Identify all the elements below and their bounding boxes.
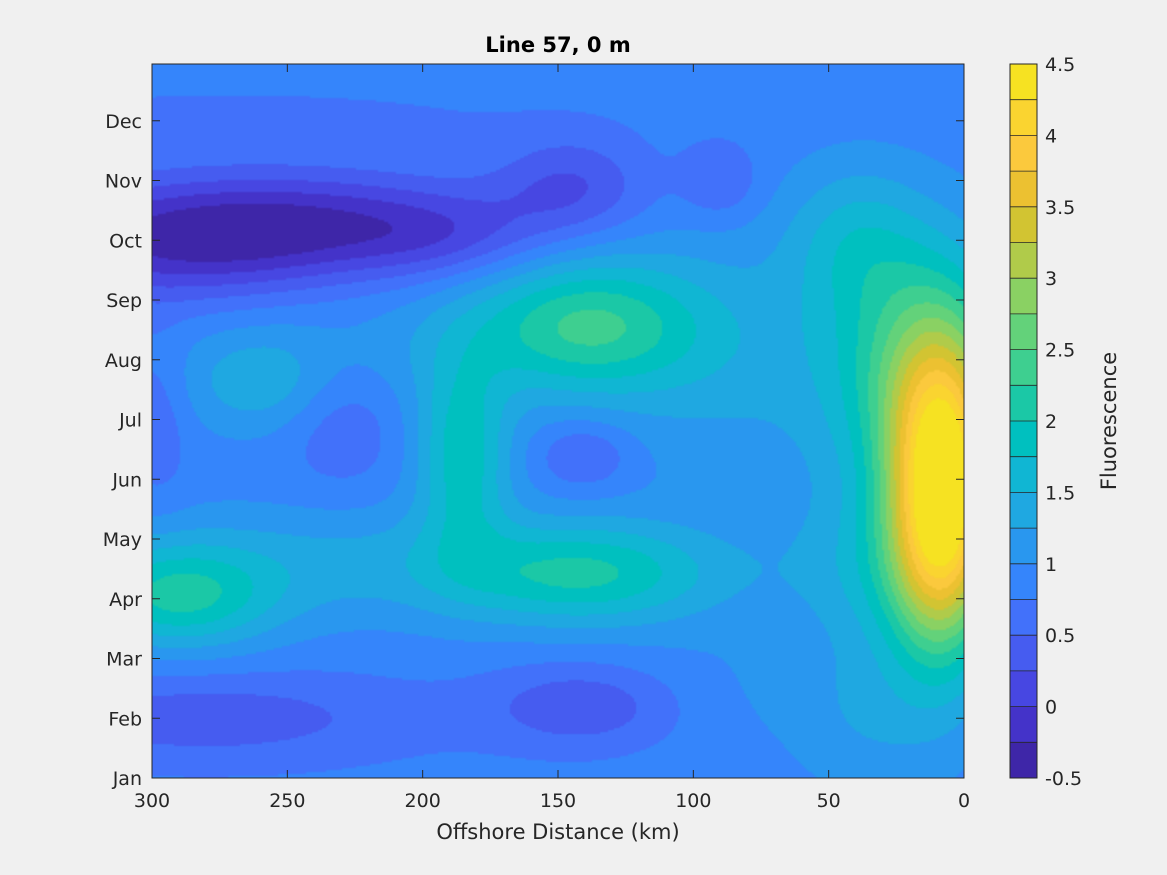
colorbar-tick-label: -0.5 bbox=[1045, 768, 1082, 790]
y-tick-label: Jan bbox=[112, 768, 142, 790]
x-tick-label: 200 bbox=[405, 790, 441, 812]
y-tick-label: Mar bbox=[106, 649, 142, 671]
colorbar-tick-label: 4 bbox=[1045, 125, 1057, 147]
colorbar-band bbox=[1010, 313, 1037, 350]
colorbar-band bbox=[1010, 349, 1037, 386]
x-tick-label: 150 bbox=[540, 790, 576, 812]
x-tick-label: 0 bbox=[958, 790, 970, 812]
colorbar-tick-label: 0.5 bbox=[1045, 625, 1075, 647]
colorbar-tick-label: 3 bbox=[1045, 268, 1057, 290]
colorbar-tick-label: 1 bbox=[1045, 554, 1057, 576]
colorbar-band bbox=[1010, 528, 1037, 564]
x-tick-label: 50 bbox=[817, 790, 841, 812]
y-tick-label: Sep bbox=[106, 290, 142, 312]
x-axis-label: Offshore Distance (km) bbox=[436, 820, 679, 844]
x-tick-label: 250 bbox=[269, 790, 305, 812]
colorbar-tick-label: 1.5 bbox=[1045, 482, 1075, 504]
colorbar-tick-label: 3.5 bbox=[1045, 197, 1075, 219]
colorbar-band bbox=[1010, 456, 1037, 493]
y-tick-label: Jun bbox=[111, 469, 142, 491]
y-tick-label: Aug bbox=[105, 350, 142, 372]
fluorescence-contour-field bbox=[152, 64, 964, 778]
colorbar-band bbox=[1010, 742, 1037, 778]
colorbar-band bbox=[1010, 99, 1037, 136]
colorbar-band bbox=[1010, 206, 1037, 243]
y-axis: Jan Feb Mar Apr May Jun Jul Aug Sep Oct Nov Dec bbox=[103, 111, 964, 790]
colorbar-band bbox=[1010, 563, 1037, 600]
colorbar-band bbox=[1010, 135, 1037, 172]
colorbar-band bbox=[1010, 421, 1037, 457]
y-tick-label: Jul bbox=[118, 410, 142, 432]
colorbar-band bbox=[1010, 278, 1037, 314]
colorbar-tick-label: 2 bbox=[1045, 411, 1057, 433]
colorbar-label: Fluorescence bbox=[1097, 352, 1121, 490]
colorbar-tick-label: 4.5 bbox=[1045, 54, 1075, 76]
y-tick-label: Feb bbox=[108, 708, 142, 730]
colorbar-band bbox=[1010, 670, 1037, 707]
colorbar-band bbox=[1010, 599, 1037, 636]
colorbar-band bbox=[1010, 64, 1037, 100]
colorbar-tick-label: 0 bbox=[1045, 697, 1057, 719]
colorbar-band bbox=[1010, 635, 1037, 671]
x-axis: 300 250 200 150 100 50 0 bbox=[134, 64, 970, 812]
y-tick-label: May bbox=[103, 529, 142, 551]
colorbar-band bbox=[1010, 492, 1037, 529]
y-tick-label: Oct bbox=[109, 230, 142, 252]
y-tick-label: Dec bbox=[105, 111, 142, 133]
x-tick-label: 100 bbox=[675, 790, 711, 812]
x-tick-label: 300 bbox=[134, 790, 170, 812]
colorbar-band bbox=[1010, 171, 1037, 207]
colorbar-tick-label: 2.5 bbox=[1045, 340, 1075, 362]
colorbar-band bbox=[1010, 385, 1037, 421]
colorbar: 4.5 4 3.5 3 2.5 2 1.5 1 0.5 0 -0.5 bbox=[1010, 54, 1082, 790]
y-tick-label: Nov bbox=[105, 171, 142, 193]
chart-title: Line 57, 0 m bbox=[485, 33, 630, 57]
colorbar-band bbox=[1010, 242, 1037, 279]
y-tick-label: Apr bbox=[109, 589, 142, 611]
colorbar-frame bbox=[1009, 63, 1038, 779]
colorbar-band bbox=[1010, 706, 1037, 743]
